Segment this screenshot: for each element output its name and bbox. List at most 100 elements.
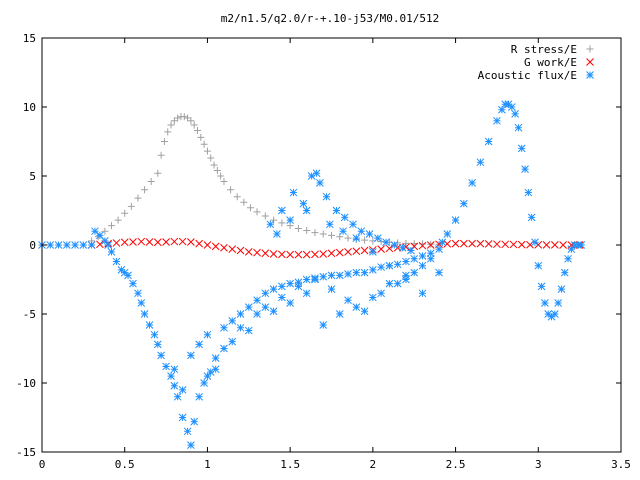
data-point bbox=[157, 351, 165, 360]
data-point bbox=[203, 372, 212, 380]
data-point bbox=[393, 260, 402, 269]
data-point bbox=[509, 240, 518, 249]
data-point bbox=[344, 234, 352, 242]
data-point bbox=[557, 285, 566, 294]
data-point bbox=[360, 268, 369, 277]
data-point bbox=[316, 179, 324, 187]
data-point bbox=[352, 234, 361, 242]
series-cross bbox=[87, 237, 584, 259]
data-point bbox=[178, 386, 187, 394]
legend-label: G work/E bbox=[524, 56, 577, 69]
data-point bbox=[180, 113, 188, 121]
series-plus bbox=[88, 113, 443, 249]
data-point bbox=[385, 244, 394, 253]
data-point bbox=[227, 186, 235, 194]
data-point bbox=[410, 268, 419, 277]
data-point bbox=[278, 293, 286, 302]
data-point bbox=[365, 230, 374, 238]
data-point bbox=[244, 303, 253, 311]
data-point bbox=[140, 310, 149, 318]
data-point bbox=[390, 241, 399, 249]
legend-label: Acoustic flux/E bbox=[478, 69, 577, 82]
y-tick-label: 15 bbox=[23, 32, 36, 45]
data-point bbox=[270, 216, 278, 224]
data-point bbox=[303, 227, 311, 235]
data-point bbox=[302, 275, 311, 284]
data-point bbox=[289, 188, 298, 197]
data-point bbox=[484, 137, 493, 146]
data-point bbox=[352, 247, 361, 256]
data-point bbox=[299, 199, 308, 208]
data-point bbox=[393, 279, 402, 288]
data-point bbox=[228, 317, 237, 325]
data-point bbox=[541, 299, 549, 307]
data-point bbox=[511, 110, 519, 118]
y-tick-label: -10 bbox=[16, 377, 36, 390]
data-point bbox=[236, 246, 245, 255]
data-point bbox=[294, 250, 303, 259]
data-point bbox=[160, 138, 168, 145]
data-point bbox=[187, 238, 195, 246]
data-point bbox=[253, 296, 261, 305]
data-point bbox=[104, 241, 113, 249]
data-point bbox=[294, 282, 303, 291]
data-point bbox=[178, 413, 187, 422]
data-point bbox=[124, 271, 132, 280]
data-point bbox=[382, 238, 390, 247]
data-point bbox=[261, 249, 270, 258]
data-point bbox=[253, 248, 261, 257]
data-point bbox=[451, 216, 460, 225]
data-point bbox=[261, 289, 270, 298]
data-point bbox=[170, 237, 179, 246]
data-point bbox=[120, 238, 129, 247]
data-point bbox=[220, 243, 228, 252]
data-point bbox=[220, 178, 228, 186]
data-point bbox=[560, 268, 569, 277]
ticks-layer: 0 0.5 1 1.5 2 2.5 3 3.5 -15 -10 -5 0 5 10 15 bbox=[16, 32, 631, 471]
data-point bbox=[253, 208, 261, 216]
data-point bbox=[369, 293, 377, 302]
plot-frame bbox=[41, 37, 622, 453]
data-point bbox=[46, 241, 55, 249]
data-point bbox=[112, 239, 121, 247]
data-point bbox=[517, 240, 526, 249]
data-point bbox=[476, 158, 485, 167]
x-tick-label: 1 bbox=[204, 458, 211, 471]
data-point bbox=[112, 257, 121, 266]
data-point bbox=[319, 321, 328, 329]
data-point bbox=[240, 198, 248, 206]
data-point bbox=[468, 179, 476, 187]
data-point bbox=[266, 220, 275, 229]
data-point bbox=[335, 248, 344, 257]
data-point bbox=[340, 213, 349, 222]
data-point bbox=[498, 105, 506, 114]
data-point bbox=[62, 241, 71, 249]
data-point bbox=[211, 354, 220, 363]
data-point bbox=[137, 237, 146, 246]
data-point bbox=[311, 229, 319, 237]
data-point bbox=[517, 144, 526, 153]
data-point bbox=[269, 307, 278, 316]
data-point bbox=[211, 242, 220, 251]
data-point bbox=[173, 392, 182, 401]
data-point bbox=[426, 254, 435, 263]
data-point bbox=[398, 243, 407, 252]
data-point bbox=[361, 236, 369, 244]
data-point bbox=[150, 330, 159, 339]
data-point bbox=[344, 296, 352, 305]
data-point bbox=[244, 248, 253, 256]
data-point bbox=[145, 238, 154, 246]
data-point bbox=[174, 114, 182, 122]
x-tick-label: 0.5 bbox=[115, 458, 135, 471]
data-point bbox=[153, 238, 162, 247]
data-point bbox=[114, 216, 122, 224]
data-point bbox=[435, 268, 443, 277]
x-tick-label: 2 bbox=[370, 458, 377, 471]
data-point bbox=[418, 241, 427, 250]
data-point bbox=[312, 169, 321, 178]
data-point bbox=[207, 154, 215, 162]
data-point bbox=[164, 128, 172, 136]
data-point bbox=[200, 379, 208, 387]
data-point bbox=[357, 227, 366, 236]
